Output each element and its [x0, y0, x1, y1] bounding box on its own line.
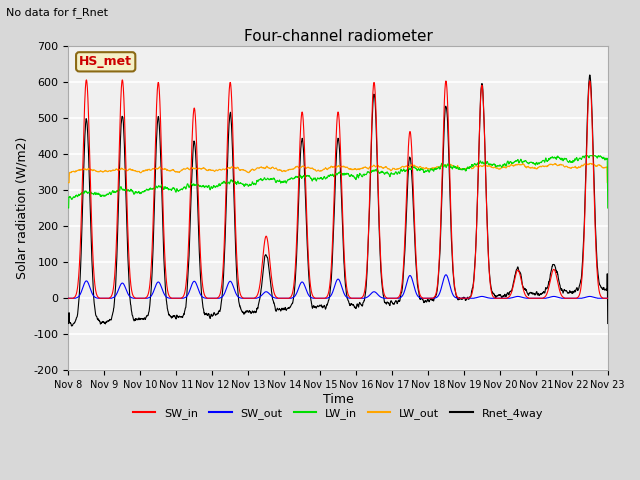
Text: HS_met: HS_met	[79, 55, 132, 68]
Y-axis label: Solar radiation (W/m2): Solar radiation (W/m2)	[15, 137, 28, 279]
Text: No data for f_Rnet: No data for f_Rnet	[6, 7, 108, 18]
X-axis label: Time: Time	[323, 393, 353, 406]
Legend: SW_in, SW_out, LW_in, LW_out, Rnet_4way: SW_in, SW_out, LW_in, LW_out, Rnet_4way	[129, 404, 547, 423]
Title: Four-channel radiometer: Four-channel radiometer	[244, 29, 433, 44]
